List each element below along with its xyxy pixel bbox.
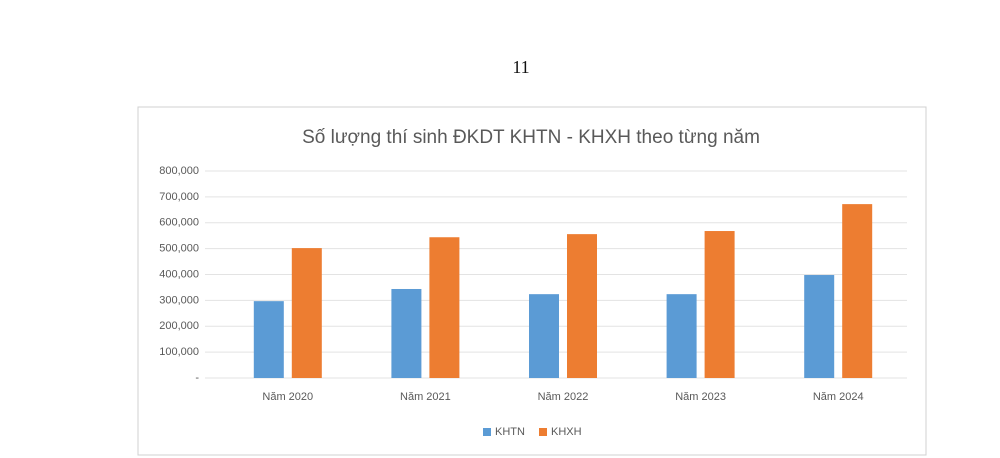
x-tick-label: Năm 2021 <box>400 391 451 403</box>
legend-swatch <box>539 428 547 436</box>
y-tick-label: 200,000 <box>159 320 199 332</box>
legend-label: KHXH <box>551 426 582 438</box>
chart-frame <box>137 106 927 456</box>
bar <box>391 288 422 378</box>
bar <box>291 248 322 378</box>
x-tick-label: Năm 2020 <box>262 391 313 403</box>
bar <box>842 204 873 378</box>
bar <box>253 301 284 378</box>
y-tick-label: 100,000 <box>159 346 199 358</box>
bar <box>567 234 597 378</box>
y-tick-label: 500,000 <box>159 243 199 255</box>
bar <box>704 231 735 378</box>
x-tick-label: Năm 2024 <box>813 391 864 403</box>
x-tick-label: Năm 2023 <box>675 391 726 403</box>
bar <box>529 294 559 378</box>
bar <box>429 237 460 378</box>
y-tick-label: 400,000 <box>159 268 199 280</box>
legend-swatch <box>483 428 491 436</box>
y-tick-label: 300,000 <box>159 294 199 306</box>
page-number: 11 <box>512 57 529 77</box>
bar <box>804 275 835 378</box>
y-tick-label: 700,000 <box>159 191 199 203</box>
bar <box>666 294 697 378</box>
y-tick-label: 600,000 <box>159 217 199 229</box>
y-tick-label: 800,000 <box>159 165 199 177</box>
legend-label: KHTN <box>495 426 525 438</box>
y-tick-label: - <box>195 372 199 384</box>
chart-title: Số lượng thí sinh ĐKDT KHTN - KHXH theo … <box>302 127 760 148</box>
x-tick-label: Năm 2022 <box>538 391 589 403</box>
